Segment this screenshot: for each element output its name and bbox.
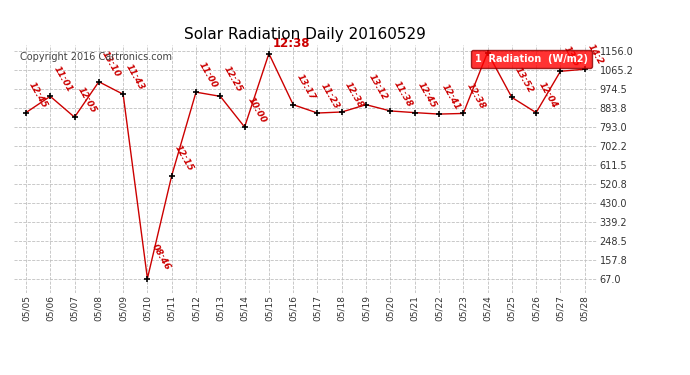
Text: 14:2: 14:2 (586, 43, 605, 67)
Text: 11:23: 11:23 (319, 81, 341, 111)
Text: 12:41: 12:41 (440, 82, 462, 112)
Text: 12:04: 12:04 (538, 81, 560, 110)
Text: 12:45: 12:45 (27, 81, 49, 110)
Text: 12:15: 12:15 (173, 144, 195, 173)
Text: 13:12: 13:12 (367, 73, 389, 102)
Text: 11:43: 11:43 (124, 63, 146, 92)
Text: 10:00: 10:00 (246, 95, 268, 124)
Text: 11:38: 11:38 (391, 79, 414, 108)
Text: 13:10: 13:10 (100, 50, 122, 79)
Text: 11:01: 11:01 (52, 64, 74, 94)
Text: 12:38: 12:38 (343, 80, 365, 110)
Text: 08:46: 08:46 (150, 243, 172, 272)
Text: 12:05: 12:05 (76, 86, 98, 115)
Text: 13:52: 13:52 (513, 66, 535, 95)
Text: 13:5: 13:5 (562, 45, 580, 69)
Text: 12:38: 12:38 (464, 82, 486, 111)
Text: 11:00: 11:00 (197, 60, 219, 90)
Title: Solar Radiation Daily 20160529: Solar Radiation Daily 20160529 (184, 27, 426, 42)
Text: 12:38: 12:38 (273, 37, 310, 50)
Text: Copyright 2016 Cartronics.com: Copyright 2016 Cartronics.com (19, 53, 172, 62)
Text: 12:25: 12:25 (221, 64, 244, 94)
Text: 13:17: 13:17 (295, 73, 317, 102)
Text: 12:45: 12:45 (416, 81, 438, 110)
Legend: 1  Radiation  (W/m2): 1 Radiation (W/m2) (471, 50, 592, 68)
